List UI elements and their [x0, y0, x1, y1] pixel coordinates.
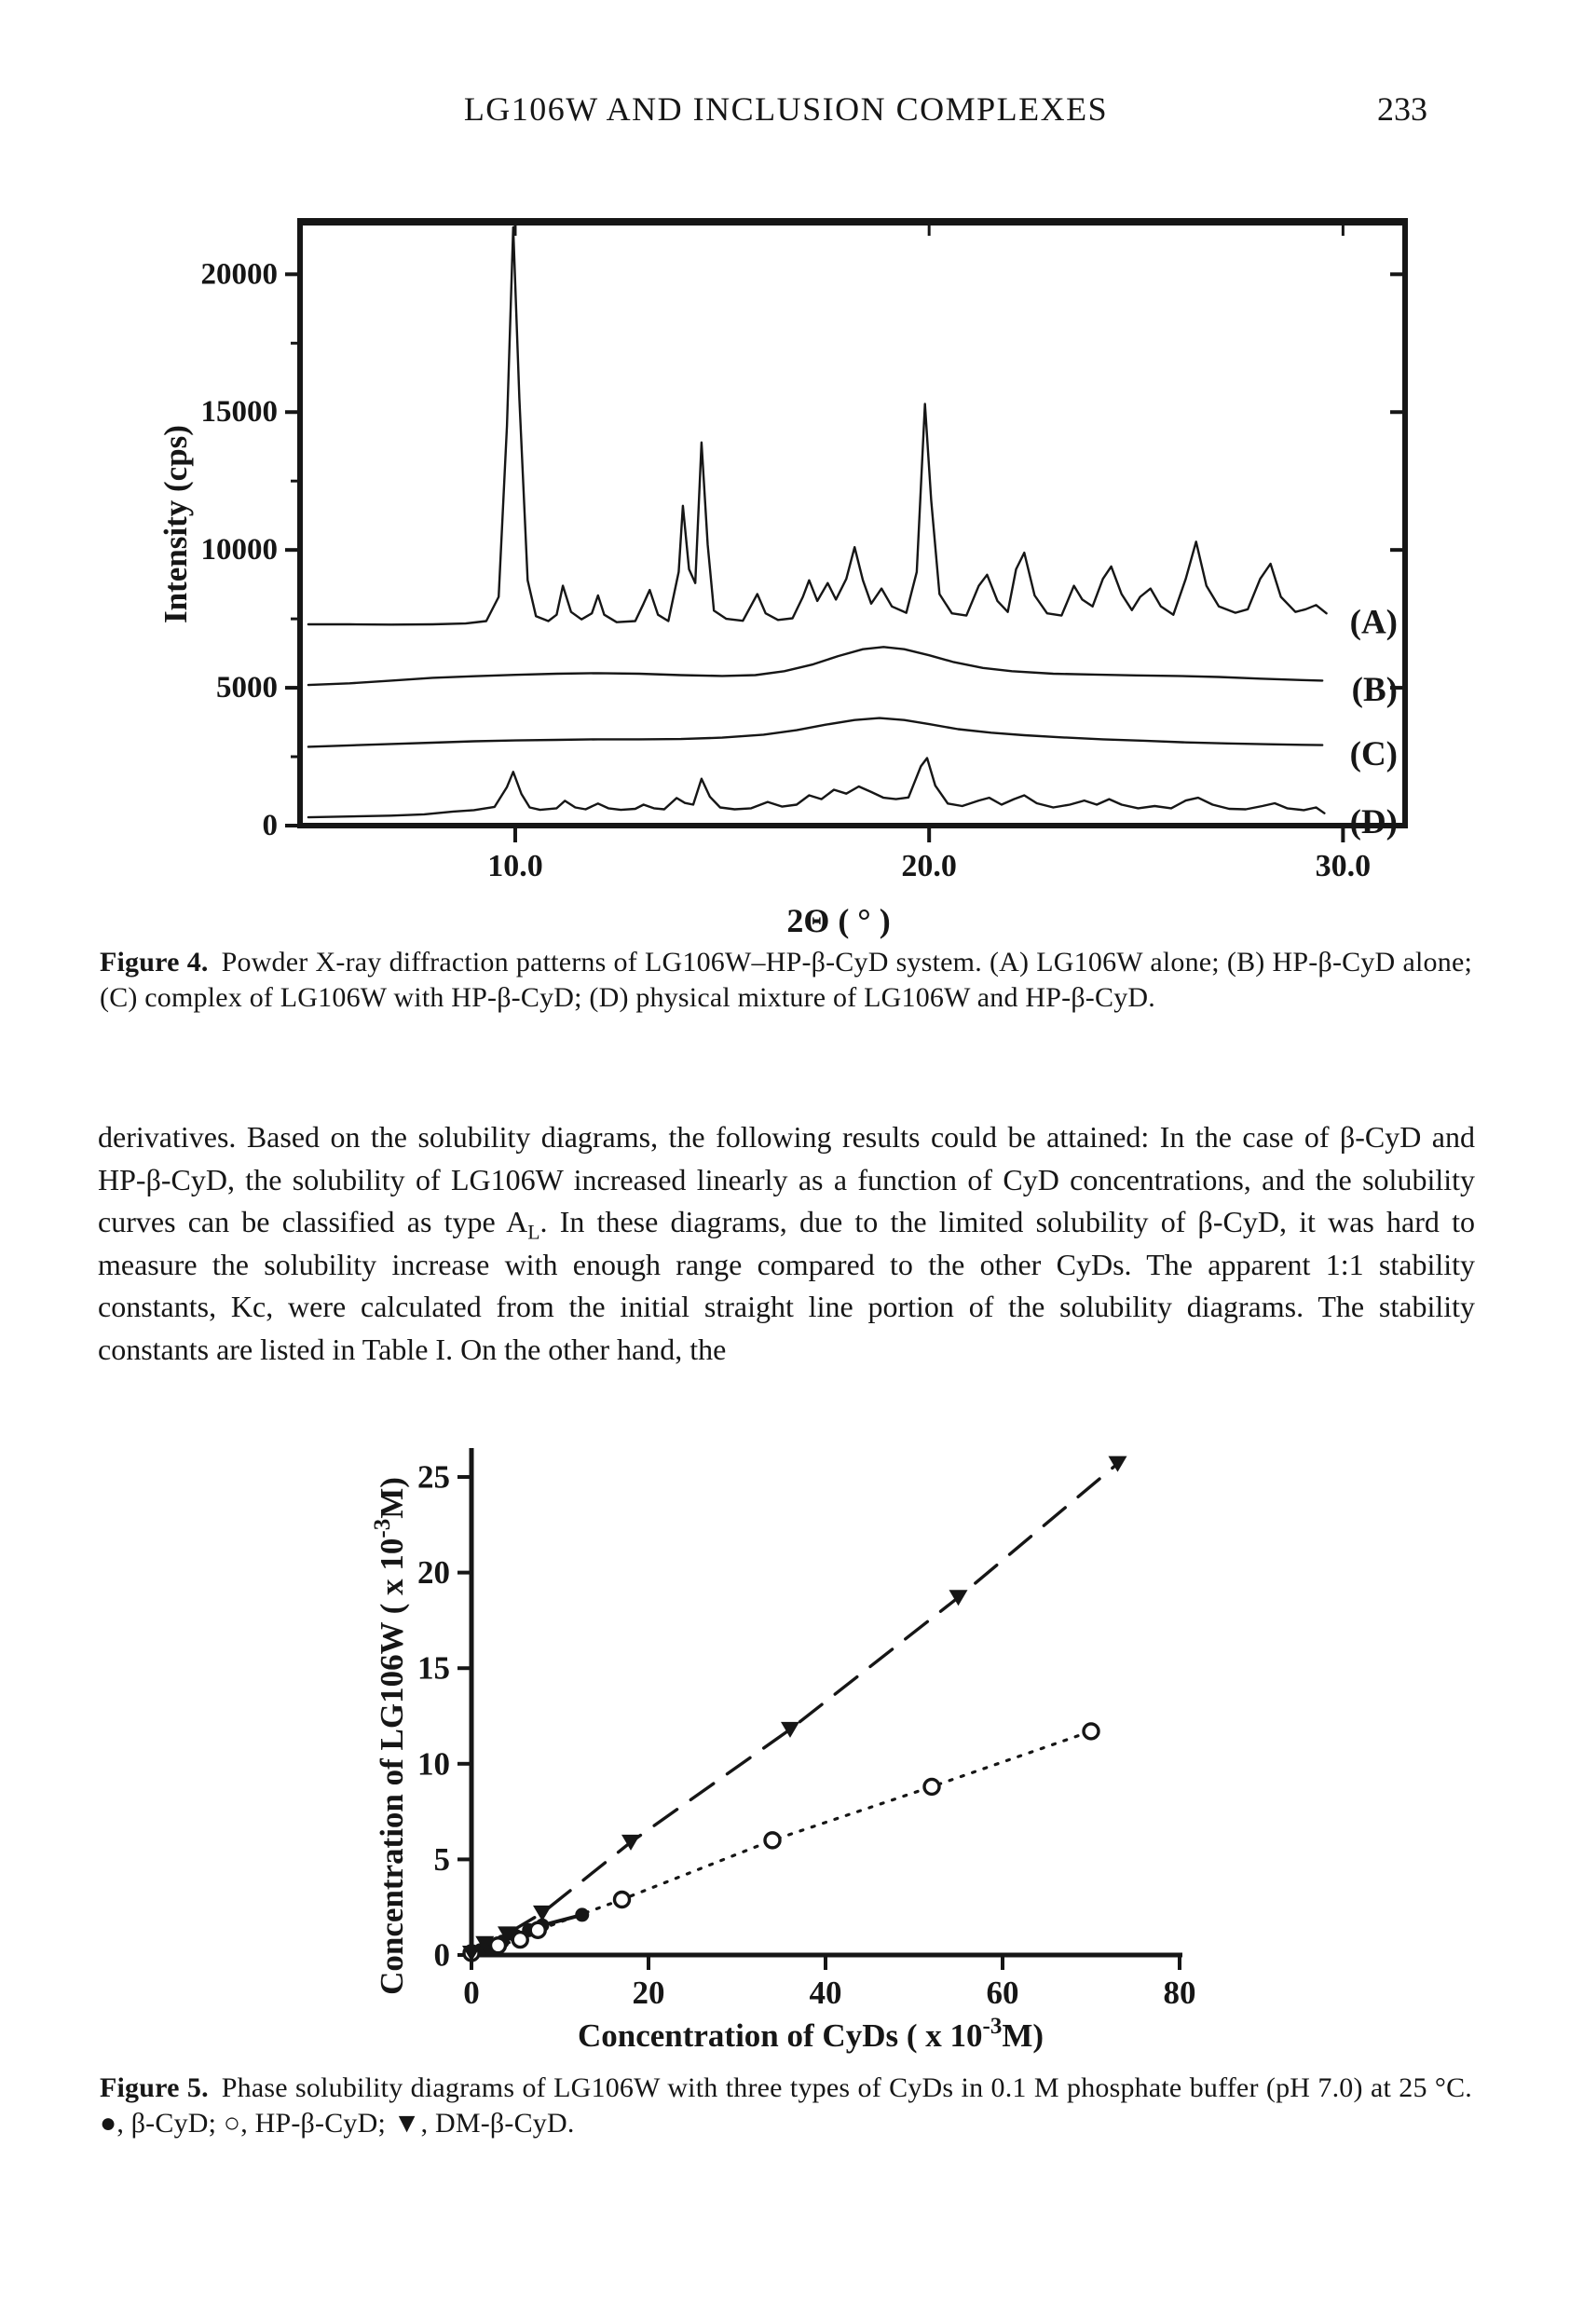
filled-triangle-down-marker-dm-cyd [475, 1935, 495, 1952]
xrd-trace-a [307, 226, 1328, 626]
filled-triangle-down-marker-dm-cyd [781, 1721, 799, 1738]
trace-label-d: (D) [1350, 803, 1398, 841]
plot-frame [297, 220, 1408, 828]
xrd-trace-d [307, 757, 1326, 819]
trace-label-c: (C) [1350, 735, 1398, 773]
y-axis-tick-label: 5 [434, 1841, 451, 1878]
open-circle-marker-hp-cyd [511, 1930, 529, 1949]
y-axis-tick-label: 10000 [201, 533, 279, 567]
page-number: 233 [1377, 90, 1427, 128]
y-axis-tick-label: 20000 [201, 257, 279, 291]
y-axis-tick-label: 20 [417, 1554, 450, 1591]
x-axis-title: 2Θ ( ° ) [786, 902, 890, 939]
x-axis-tick-label: 30.0 [1316, 849, 1372, 883]
y-axis-title-superscript: -3 [370, 1519, 395, 1538]
open-circle-marker-hp-cyd [763, 1831, 782, 1850]
trace-label-a: (A) [1350, 604, 1398, 642]
figure5-caption-label: Figure 5. [100, 2072, 209, 2103]
x-axis-tick-label: 20 [633, 1975, 665, 2011]
x-axis-title-superscript: -3 [983, 2014, 1003, 2039]
trace-label-b: (B) [1352, 671, 1398, 709]
filled-circle-marker-cyd [575, 1907, 590, 1922]
x-axis-title-text: Concentration of CyDs ( x 10 [578, 2017, 983, 2054]
y-axis-tick-label: 25 [417, 1459, 450, 1496]
filled-triangle-down-marker-dm-cyd [498, 1926, 516, 1943]
figure4-xrd-chart: 0 5000 10000 15000 20000 10.0 20.0 30.0 2Θ ( ° )… [157, 218, 1408, 939]
open-circle-marker-hp-cyd [528, 1921, 547, 1940]
x-axis-tick-label: 80 [1164, 1975, 1196, 2011]
filled-triangle-down-marker-dm-cyd [462, 1945, 481, 1962]
body-paragraph: derivatives. Based on the solubility dia… [98, 1116, 1475, 1371]
page-title: LG106W AND INCLUSION COMPLEXES [463, 90, 1109, 128]
x-axis-title-text: M) [1002, 2017, 1044, 2054]
subscript: L [527, 1221, 540, 1244]
x-axis-tick-label: 0 [463, 1975, 480, 2011]
figure4-caption-text: Powder X-ray diffraction patterns of LG1… [100, 947, 1472, 1013]
filled-triangle-down-marker-dm-cyd [621, 1834, 640, 1851]
y-axis-tick-label: 0 [263, 809, 279, 842]
y-axis-tick-label: 10 [417, 1745, 450, 1782]
figure4-caption-label: Figure 4. [100, 947, 209, 977]
y-axis-tick-label: 15 [417, 1650, 450, 1687]
y-axis-title-text: Concentration of LG106W ( x 10 [374, 1538, 410, 1995]
figure5-phase-solubility-chart: 0 5 10 15 20 25 0 20 40 60 80 Concentration of CyDs… [370, 1448, 1196, 2054]
x-axis-tick-label: 10.0 [487, 849, 543, 883]
filled-triangle-down-marker-dm-cyd [533, 1905, 552, 1921]
x-axis-title: Concentration of CyDs ( x 10-3M) [578, 2014, 1044, 2054]
figure5-caption-text: Phase solubility diagrams of LG106W with… [100, 2072, 1473, 2139]
open-circle-marker-hp-cyd [922, 1777, 941, 1797]
x-axis-tick-label: 60 [987, 1975, 1019, 2011]
y-axis-tick-label: 15000 [201, 395, 279, 429]
open-circle-marker-hp-cyd [1082, 1722, 1100, 1741]
y-axis-title: Concentration of LG106W ( x 10-3M) [370, 1477, 410, 1995]
figure5-caption: Figure 5. Phase solubility diagrams of LG… [100, 2071, 1472, 2141]
filled-triangle-down-marker-dm-cyd [1108, 1456, 1127, 1472]
open-circle-marker-hp-cyd [612, 1890, 632, 1909]
filled-triangle-down-marker-dm-cyd [949, 1590, 968, 1606]
figure4-caption: Figure 4. Powder X-ray diffraction patter… [100, 945, 1472, 1016]
open-circle-marker-hp-cyd [488, 1936, 508, 1955]
y-axis-title: Intensity (cps) [157, 425, 194, 623]
series-line-dm-cyd [470, 1462, 1120, 1955]
xrd-trace-c [307, 717, 1324, 748]
running-head: LG106W AND INCLUSION COMPLEXES 233 [100, 89, 1472, 132]
series-line-hp-cyd [470, 1729, 1093, 1955]
text-run: derivatives. Based on the solubility dia… [98, 1120, 1475, 1238]
y-axis-tick-label: 0 [434, 1937, 451, 1974]
y-axis-tick-label: 5000 [216, 671, 278, 704]
x-axis-tick-label: 20.0 [901, 849, 957, 883]
y-axis-title-text: M) [374, 1477, 410, 1519]
x-axis-tick-label: 40 [810, 1975, 842, 2011]
text-run: . In these diagrams, due to the limited … [98, 1205, 1476, 1366]
xrd-trace-b [307, 646, 1324, 687]
